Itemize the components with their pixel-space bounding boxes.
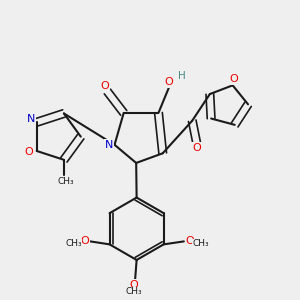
Text: O: O [129, 280, 138, 290]
Text: CH₃: CH₃ [57, 177, 74, 186]
Text: O: O [192, 143, 201, 153]
Text: O: O [100, 81, 109, 91]
Text: N: N [105, 140, 113, 150]
Text: CH₃: CH₃ [126, 287, 142, 296]
Text: H: H [178, 71, 186, 81]
Text: CH₃: CH₃ [65, 239, 82, 248]
Text: N: N [26, 114, 35, 124]
Text: O: O [185, 236, 194, 245]
Text: O: O [25, 147, 34, 158]
Text: CH₃: CH₃ [192, 239, 209, 248]
Text: O: O [230, 74, 239, 84]
Text: O: O [80, 236, 89, 245]
Text: O: O [164, 77, 173, 87]
